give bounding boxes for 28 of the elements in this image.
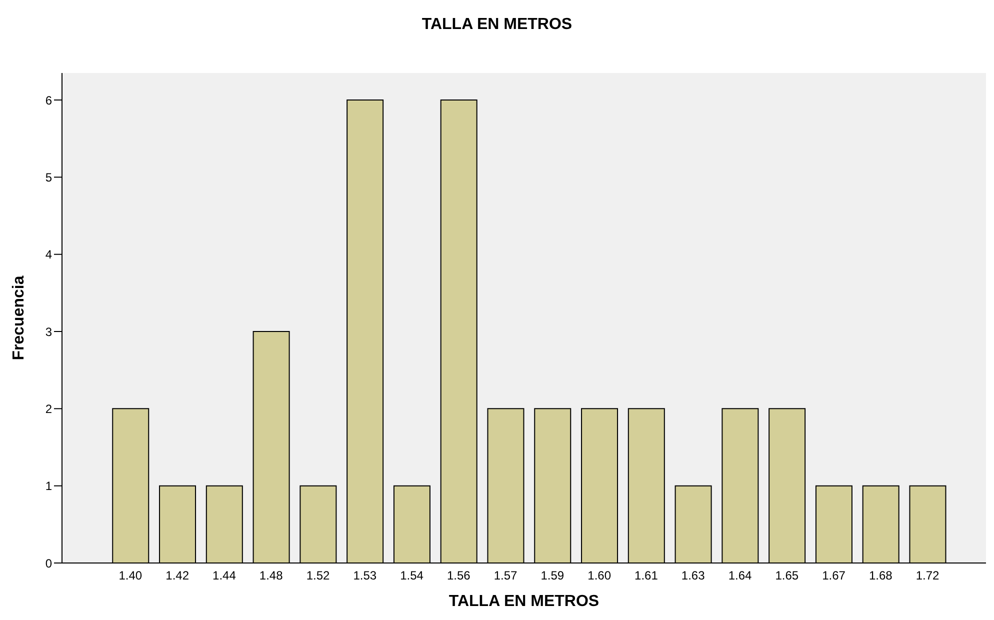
x-tick-label: 1.64 bbox=[728, 568, 752, 583]
y-axis-title: Frecuencia bbox=[10, 276, 28, 360]
y-tick-label: 1 bbox=[45, 479, 52, 494]
x-tick-label: 1.68 bbox=[868, 568, 893, 583]
x-tick-label: 1.52 bbox=[306, 568, 330, 583]
x-tick-label: 1.42 bbox=[166, 568, 190, 583]
y-tick-label: 6 bbox=[45, 93, 52, 108]
y-tick-label: 4 bbox=[45, 248, 52, 262]
y-tick-label: 2 bbox=[45, 402, 52, 416]
x-tick-label: 1.40 bbox=[118, 568, 142, 583]
x-tick-label: 1.54 bbox=[400, 568, 424, 583]
x-tick-label: 1.67 bbox=[822, 568, 846, 583]
x-tick-label: 1.61 bbox=[634, 568, 658, 583]
x-tick-label: 1.65 bbox=[775, 568, 799, 583]
y-tick-label: 3 bbox=[45, 324, 52, 339]
x-tick-label: 1.56 bbox=[446, 568, 471, 583]
x-tick-label: 1.57 bbox=[494, 568, 518, 583]
x-tick-label: 1.44 bbox=[212, 568, 236, 583]
y-tick-label: 5 bbox=[45, 170, 52, 184]
x-tick-label: 1.63 bbox=[681, 568, 706, 583]
x-axis-title: TALLA EN METROS bbox=[448, 593, 600, 610]
x-tick-label: 1.72 bbox=[916, 568, 940, 583]
chart-title: TALLA EN METROS bbox=[420, 16, 574, 34]
x-tick-label: 1.60 bbox=[588, 568, 612, 583]
x-tick-label: 1.53 bbox=[353, 568, 377, 583]
x-tick-label: 1.59 bbox=[540, 568, 564, 583]
x-tick-label: 1.48 bbox=[259, 568, 284, 583]
y-tick-label: 0 bbox=[45, 556, 52, 570]
